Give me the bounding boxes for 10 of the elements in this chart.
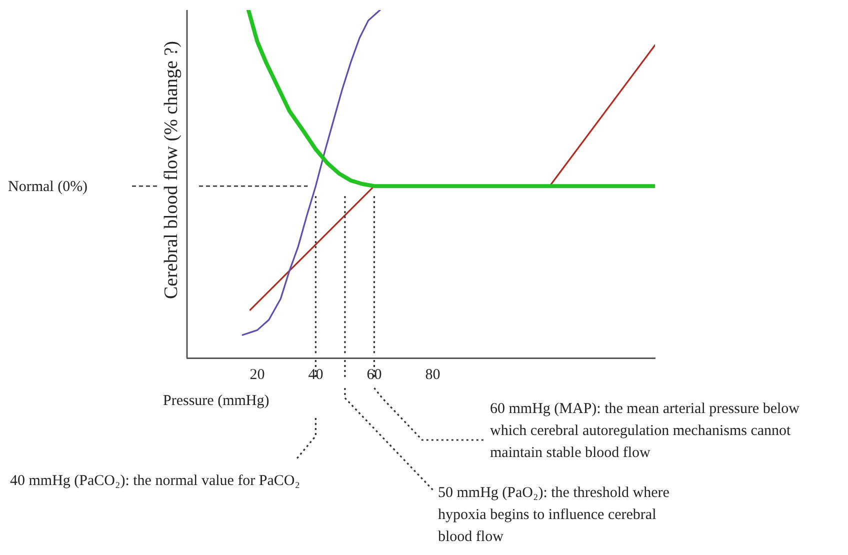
x-tick-label: 20 [250, 366, 265, 383]
text: 60 mmHg (MAP): the mean arterial pressure below which cerebral autoregulation mechanisms cannot maintain stable blood flow [490, 400, 800, 463]
text: Normal (0%) [8, 178, 89, 197]
text: 50 mmHg (PaO₂): the threshold where hypoxia begins to influence cerebral blood flow [438, 484, 670, 547]
x-axis-title: Pressure (mmHg) [163, 392, 270, 411]
y-axis-title: Cerebral blood flow (% change ?) [161, 41, 183, 299]
x-tick-label: 60 [366, 366, 382, 383]
text: 40 mmHg (PaCO₂): the normal value for PaCO₂ [10, 472, 301, 491]
x-tick-label: 80 [425, 366, 440, 383]
x-tick-label: 40 [308, 366, 324, 383]
